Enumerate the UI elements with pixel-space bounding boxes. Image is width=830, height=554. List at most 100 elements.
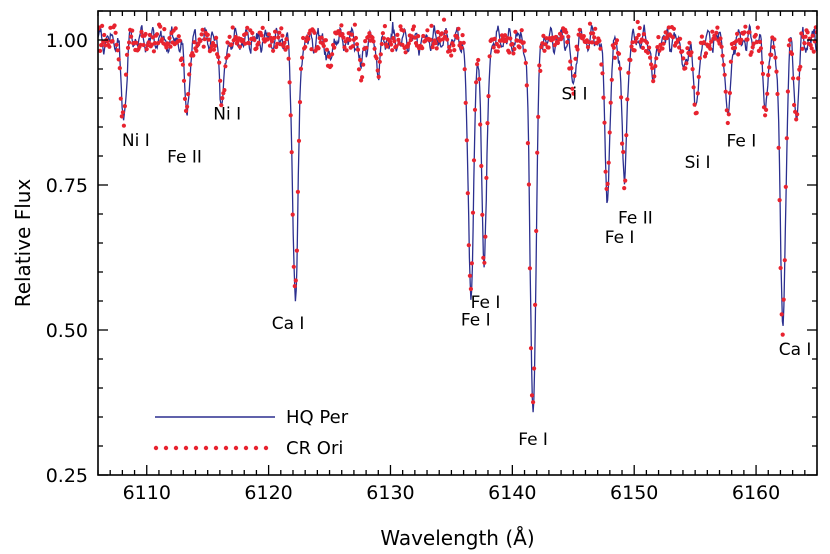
legend-label-cr-ori: CR Ori — [286, 438, 343, 459]
data-point — [244, 31, 249, 36]
line-annotation: Ca I — [779, 340, 812, 360]
data-point — [586, 40, 592, 45]
data-point — [484, 175, 489, 180]
legend-dot — [163, 445, 169, 451]
data-point — [364, 45, 369, 50]
data-point — [572, 73, 577, 78]
line-annotation: Fe II — [167, 147, 202, 167]
data-point — [792, 102, 797, 108]
data-point — [99, 43, 104, 48]
data-point — [434, 46, 439, 51]
data-point — [660, 46, 665, 51]
data-point — [353, 35, 358, 41]
y-tick-label: 0.25 — [46, 465, 88, 487]
data-point — [696, 74, 701, 79]
data-point — [687, 40, 692, 45]
data-point — [766, 73, 771, 78]
data-point — [597, 38, 602, 44]
data-point — [339, 23, 344, 28]
data-point — [216, 54, 221, 60]
data-point — [571, 91, 576, 96]
data-point — [352, 22, 357, 27]
data-point — [370, 35, 375, 40]
data-point — [577, 27, 582, 32]
data-point — [528, 346, 534, 351]
legend-dot — [233, 445, 239, 451]
data-point — [458, 40, 463, 46]
data-point — [372, 46, 377, 51]
data-point — [430, 45, 435, 50]
legend-label-hq-per: HQ Per — [286, 407, 349, 428]
data-point — [213, 43, 218, 49]
data-point — [541, 33, 546, 39]
data-point — [773, 55, 778, 60]
data-point — [360, 75, 365, 80]
line-annotation: Fe I — [471, 293, 501, 313]
data-point — [474, 80, 479, 85]
data-point — [654, 56, 659, 61]
data-point — [330, 52, 335, 57]
data-point — [521, 40, 526, 45]
data-point — [115, 48, 120, 53]
data-point — [519, 28, 524, 33]
legend-dot — [253, 445, 259, 451]
data-point — [316, 46, 321, 51]
data-point — [763, 113, 768, 118]
data-point — [247, 41, 252, 46]
data-point — [690, 67, 695, 72]
data-point — [466, 243, 471, 248]
data-point — [630, 40, 635, 45]
data-point — [421, 33, 426, 39]
data-point — [463, 100, 468, 105]
data-point — [167, 36, 172, 41]
data-point — [117, 66, 122, 71]
data-point — [374, 56, 379, 61]
ticks-layer: 6110 6120 6130 6140 6150 6160 0.25 0.50 0.75 1.00 — [46, 10, 818, 504]
line-annotation: Fe I — [518, 430, 548, 450]
data-point — [119, 114, 124, 119]
data-point — [534, 228, 539, 234]
data-point — [297, 100, 303, 105]
data-point — [479, 163, 484, 169]
data-point — [475, 62, 480, 67]
data-point — [324, 47, 329, 52]
data-point — [158, 24, 163, 29]
data-point — [777, 198, 782, 203]
y-tick-label: 0.50 — [46, 320, 88, 342]
data-point — [714, 30, 719, 35]
data-point — [707, 43, 712, 48]
data-point — [531, 400, 536, 405]
data-point — [272, 35, 277, 41]
data-point — [134, 40, 139, 45]
data-point — [323, 38, 328, 43]
data-point — [256, 40, 261, 45]
data-point — [292, 284, 297, 289]
data-point — [138, 42, 143, 47]
data-point — [230, 25, 235, 30]
data-point — [226, 53, 231, 58]
data-point — [796, 76, 801, 81]
data-point — [699, 34, 705, 39]
data-point — [568, 59, 573, 64]
data-point — [123, 72, 129, 77]
data-point — [609, 77, 614, 82]
data-point — [460, 33, 465, 38]
data-point — [177, 38, 182, 43]
data-point — [620, 141, 625, 146]
data-point — [279, 26, 284, 31]
data-point — [441, 17, 447, 22]
data-point — [183, 108, 189, 113]
data-point — [757, 39, 763, 45]
data-point — [708, 46, 713, 51]
data-point — [354, 42, 360, 47]
data-point — [185, 104, 190, 109]
data-point — [767, 65, 772, 70]
data-point — [281, 44, 286, 49]
data-point — [173, 26, 178, 31]
data-point — [468, 286, 473, 292]
data-point — [439, 31, 444, 36]
legend-dot — [263, 445, 269, 451]
data-point — [396, 37, 401, 43]
data-point — [219, 103, 224, 108]
line-annotation: Fe II — [618, 208, 653, 228]
